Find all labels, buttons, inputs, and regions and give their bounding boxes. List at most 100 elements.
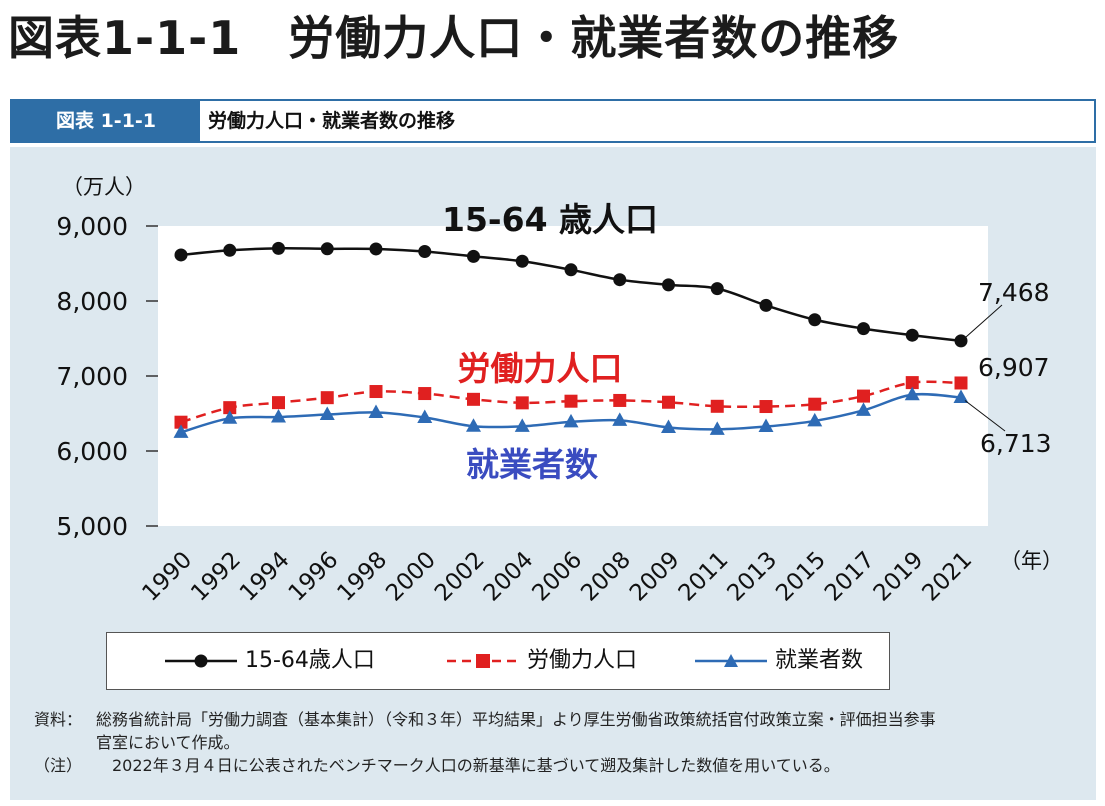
data-point	[272, 241, 285, 255]
data-point	[515, 254, 529, 268]
y-tick-label: 8,000	[56, 287, 128, 316]
callout-line-pop	[964, 304, 1003, 339]
end-value-pop: 7,468	[978, 278, 1050, 307]
figure-tag: 図表 1-1-1	[12, 101, 200, 141]
plot-area	[158, 226, 988, 526]
data-point	[710, 282, 724, 296]
chart-panel: （万人） 9,000 8,000 7,000 6,000 5,000 1990 1992 199…	[10, 147, 1096, 800]
data-point	[662, 395, 675, 409]
data-point	[223, 401, 237, 415]
data-point	[369, 385, 383, 399]
x-tick-label: 1990	[137, 547, 197, 607]
callout-line-employed	[964, 400, 1006, 432]
legend-swatch-employed	[695, 654, 767, 667]
data-point	[418, 387, 432, 401]
source-text-2: 官室において作成。	[96, 733, 240, 752]
page-title: 図表1-1-1 労働力人口・就業者数の推移	[8, 11, 900, 65]
data-point	[368, 404, 384, 418]
legend: 15-64歳人口 労働力人口 就業者数	[106, 632, 890, 690]
notes: 資料： 総務省統計局「労働力調査（基本集計）（令和３年）平均結果」より厚生労働省…	[34, 708, 1084, 777]
source-note: 資料： 総務省統計局「労働力調査（基本集計）（令和３年）平均結果」より厚生労働省…	[34, 708, 1084, 731]
data-point	[515, 396, 529, 410]
data-point	[466, 418, 481, 432]
legend-swatch-labor	[447, 654, 519, 668]
data-point	[905, 376, 919, 390]
source-note-cont: 官室において作成。	[34, 731, 1084, 754]
data-point	[856, 402, 871, 416]
x-tick-label: 2017	[820, 547, 880, 607]
x-tick-label: 2002	[430, 547, 490, 607]
x-tick-label: 2015	[771, 547, 831, 607]
data-point	[904, 386, 920, 401]
data-point	[857, 389, 870, 403]
x-tick-label: 1994	[235, 547, 295, 607]
data-point	[709, 421, 725, 435]
source-text-1: 総務省統計局「労働力調査（基本集計）（令和３年）平均結果」より厚生労働省政策統括…	[96, 710, 936, 729]
y-axis-label: （万人）	[62, 175, 146, 199]
data-point	[319, 406, 335, 421]
footnote-text: 2022年３月４日に公表されたベンチマーク人口の新基準に基づいて遡及集計した数値…	[112, 756, 840, 775]
data-point	[954, 376, 968, 390]
data-point	[369, 242, 383, 256]
y-tick-label: 5,000	[56, 512, 128, 541]
legend-label-labor: 労働力人口	[527, 648, 638, 673]
data-point	[320, 391, 334, 405]
data-point	[857, 322, 870, 336]
figure-title-bar: 図表 1-1-1 労働力人口・就業者数の推移	[10, 99, 1096, 143]
data-point	[563, 413, 579, 428]
x-tick-label: 2004	[479, 547, 539, 607]
data-point	[223, 243, 237, 257]
series-label-employed: 就業者数	[466, 445, 599, 484]
y-tick-label: 7,000	[56, 362, 128, 391]
x-tick-label: 2013	[722, 547, 782, 607]
series-label-pop: 15-64 歳人口	[442, 200, 658, 239]
x-tick-label: 2011	[674, 547, 734, 607]
x-tick-label: 2009	[625, 547, 685, 607]
data-point	[612, 412, 628, 426]
data-point	[564, 394, 578, 408]
line-chart: （万人）9,0008,0007,0006,0005,00019901992199…	[56, 175, 1063, 607]
x-tick-label: 1996	[284, 547, 344, 607]
data-point	[418, 245, 432, 258]
data-point	[613, 393, 627, 407]
data-point	[417, 409, 433, 424]
data-point	[174, 248, 188, 262]
data-point	[661, 419, 676, 433]
data-point	[173, 424, 189, 438]
data-point	[662, 278, 675, 292]
data-point	[710, 399, 724, 413]
y-tick-label: 6,000	[56, 437, 128, 466]
data-point	[320, 242, 334, 256]
data-point	[954, 334, 968, 348]
data-point	[759, 298, 773, 312]
x-tick-label: 2000	[381, 547, 441, 607]
x-tick-label: 2021	[917, 547, 977, 607]
data-point	[759, 400, 773, 414]
data-point	[174, 415, 188, 429]
data-point	[272, 396, 285, 410]
data-point	[467, 249, 480, 263]
data-point	[564, 263, 578, 277]
end-value-employed: 6,713	[980, 429, 1052, 458]
data-point	[271, 409, 286, 423]
y-tick-label: 9,000	[56, 212, 128, 241]
x-axis-label: （年）	[1000, 549, 1063, 573]
data-point	[808, 313, 822, 327]
x-tick-label: 1992	[186, 547, 246, 607]
data-point	[807, 412, 823, 427]
footnote: （注） 2022年３月４日に公表されたベンチマーク人口の新基準に基づいて遡及集計…	[34, 754, 1084, 777]
data-point	[758, 418, 774, 433]
source-label: 資料：	[34, 710, 83, 729]
footnote-label: （注）	[34, 756, 83, 775]
x-tick-label: 1998	[332, 547, 392, 607]
data-point	[514, 418, 530, 432]
figure-title: 労働力人口・就業者数の推移	[208, 110, 456, 132]
data-point	[953, 389, 969, 404]
x-tick-label: 2008	[576, 547, 636, 607]
x-tick-label: 2019	[869, 547, 929, 607]
x-tick-label: 2006	[527, 547, 587, 607]
end-value-labor: 6,907	[978, 353, 1050, 382]
legend-label-employed: 就業者数	[775, 648, 864, 673]
data-point	[905, 328, 919, 342]
series-label-labor: 労働力人口	[458, 349, 623, 388]
